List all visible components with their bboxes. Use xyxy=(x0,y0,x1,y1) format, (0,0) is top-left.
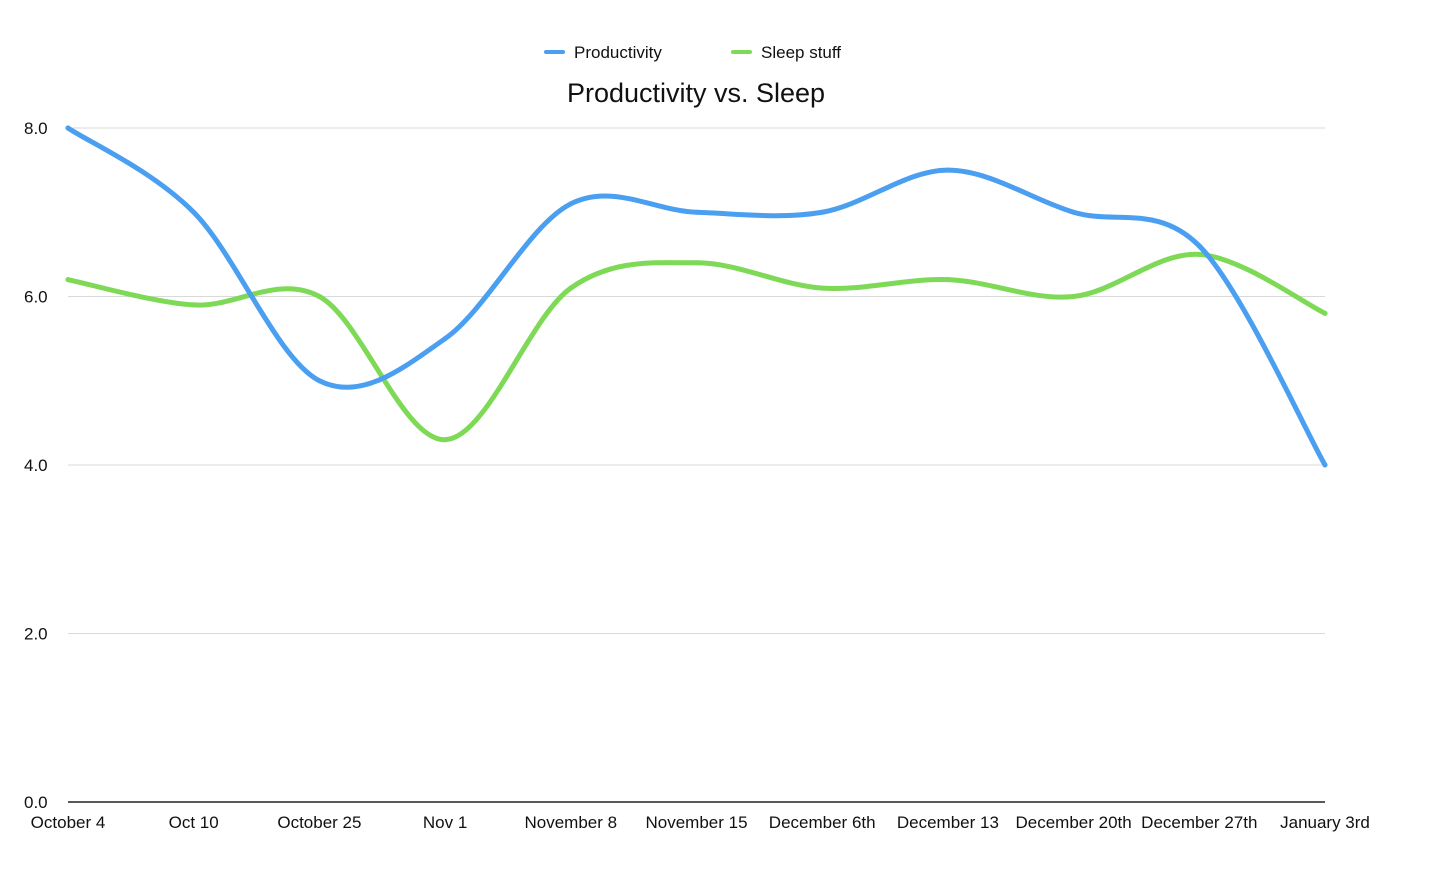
data-point xyxy=(1322,462,1328,468)
data-point xyxy=(191,209,197,215)
data-point xyxy=(568,201,574,207)
x-tick-label: January 3rd xyxy=(1280,813,1370,832)
data-point xyxy=(945,167,951,173)
data-point xyxy=(568,285,574,291)
data-point xyxy=(1196,251,1202,257)
y-axis-ticks: 0.0 2.0 4.0 6.0 8.0 xyxy=(24,119,48,812)
y-tick-label: 8.0 xyxy=(24,119,48,138)
x-tick-label: October 4 xyxy=(31,813,106,832)
data-point xyxy=(1071,294,1077,299)
x-axis-ticks: October 4 Oct 10 October 25 Nov 1 November 8… xyxy=(31,813,1370,832)
legend-label: Productivity xyxy=(574,43,662,62)
data-point xyxy=(694,209,699,215)
y-tick-label: 6.0 xyxy=(24,288,48,307)
y-tick-label: 4.0 xyxy=(24,456,48,475)
x-tick-label: December 13 xyxy=(897,813,999,832)
x-tick-label: November 8 xyxy=(524,813,617,832)
data-point xyxy=(694,260,699,266)
data-point xyxy=(819,209,825,215)
data-point xyxy=(191,302,197,308)
data-point xyxy=(65,277,71,283)
series-lines xyxy=(65,125,1328,468)
data-point xyxy=(1322,310,1328,316)
x-tick-label: December 6th xyxy=(769,813,876,832)
x-tick-label: November 15 xyxy=(645,813,747,832)
data-point xyxy=(1196,243,1202,249)
data-point xyxy=(1071,209,1077,215)
x-tick-label: October 25 xyxy=(277,813,361,832)
data-point xyxy=(945,277,951,283)
data-point xyxy=(65,125,71,131)
data-point xyxy=(819,285,825,291)
legend-label: Sleep stuff xyxy=(761,43,841,62)
chart-title: Productivity vs. Sleep xyxy=(567,78,825,108)
gridlines xyxy=(68,127,1325,634)
x-tick-label: December 27th xyxy=(1141,813,1257,832)
y-tick-label: 0.0 xyxy=(24,793,48,812)
data-point xyxy=(316,378,322,384)
y-tick-label: 2.0 xyxy=(24,625,48,644)
data-point xyxy=(442,336,448,342)
x-tick-label: Nov 1 xyxy=(423,813,467,832)
data-point xyxy=(316,294,322,299)
x-tick-label: December 20th xyxy=(1015,813,1131,832)
data-point xyxy=(442,437,448,443)
series-line-sleep-stuff xyxy=(65,251,1328,443)
x-tick-label: Oct 10 xyxy=(169,813,219,832)
legend: Productivity Sleep stuff xyxy=(544,43,841,62)
